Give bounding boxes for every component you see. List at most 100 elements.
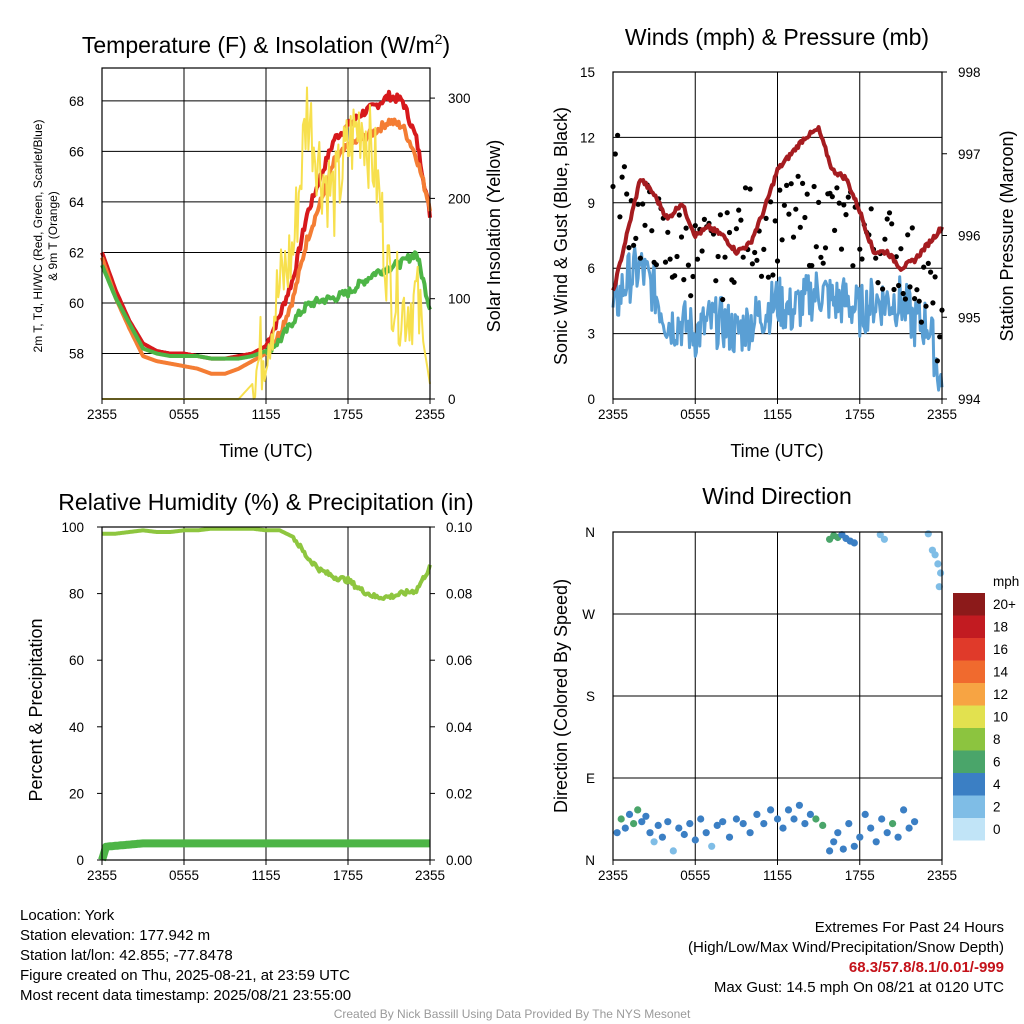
gust-point bbox=[754, 257, 760, 263]
direction-point bbox=[894, 833, 902, 841]
gust-point bbox=[930, 300, 936, 306]
gust-point bbox=[859, 256, 865, 262]
gust-point bbox=[713, 278, 719, 284]
direction-point bbox=[934, 560, 942, 568]
direction-point bbox=[876, 531, 884, 539]
y-axis-label: Sonic Wind & Gust (Blue, Black) bbox=[551, 107, 571, 365]
direction-point bbox=[664, 818, 672, 826]
gust-point bbox=[619, 174, 625, 180]
direction-point bbox=[872, 838, 880, 846]
gust-point bbox=[749, 261, 756, 267]
gust-point bbox=[875, 280, 881, 286]
gust-point bbox=[692, 223, 698, 229]
gust-point bbox=[900, 290, 906, 297]
y2-tick-label: 0.10 bbox=[446, 520, 472, 535]
direction-point bbox=[654, 821, 662, 830]
direction-point bbox=[760, 820, 768, 828]
gust-point bbox=[701, 216, 708, 222]
direction-point bbox=[669, 847, 677, 855]
direction-point bbox=[924, 530, 932, 538]
colorbar-swatch bbox=[953, 795, 985, 818]
gust-point bbox=[914, 287, 920, 293]
gust-point bbox=[740, 254, 746, 260]
gust-point bbox=[907, 284, 913, 290]
gust-point bbox=[934, 358, 941, 364]
y2-axis-label: Station Pressure (Maroon) bbox=[997, 130, 1017, 341]
precip-line bbox=[98, 839, 433, 862]
gust-point bbox=[640, 201, 646, 207]
direction-point bbox=[905, 824, 913, 832]
colorbar-label: 20+ bbox=[993, 597, 1016, 612]
gust-point bbox=[685, 262, 692, 268]
gust-point bbox=[653, 262, 660, 268]
series-line-0 bbox=[100, 89, 432, 361]
y-tick-label: N bbox=[585, 525, 595, 540]
gust-point bbox=[816, 199, 822, 205]
direction-point bbox=[713, 821, 721, 830]
y-tick-label: 15 bbox=[580, 65, 595, 80]
series-line-2 bbox=[100, 250, 432, 361]
colorbar-swatch bbox=[953, 660, 985, 683]
y2-tick-label: 0 bbox=[448, 392, 456, 407]
y-axis-label-line1: 2m T, Td, HI/WC (Red, Green, Scarlet/Blu… bbox=[31, 120, 45, 353]
y-axis-label: Percent & Precipitation bbox=[26, 618, 46, 801]
direction-point bbox=[642, 812, 650, 820]
extremes-subtitle: (High/Low/Max Wind/Precipitation/Snow De… bbox=[688, 939, 1004, 956]
direction-point bbox=[680, 830, 688, 839]
gust-point bbox=[925, 260, 931, 266]
gust-point bbox=[784, 182, 790, 188]
direction-point bbox=[646, 829, 654, 837]
direction-point bbox=[801, 820, 809, 828]
gust-point bbox=[676, 212, 682, 218]
pressure-line bbox=[611, 125, 944, 292]
gust-point bbox=[781, 202, 788, 208]
y-tick-label: 58 bbox=[69, 347, 84, 362]
x-tick-label: 1155 bbox=[251, 407, 280, 422]
y-tick-label: 80 bbox=[69, 587, 84, 602]
gust-point bbox=[843, 212, 849, 218]
y-tick-label: 100 bbox=[61, 520, 84, 535]
gust-point bbox=[909, 225, 915, 231]
y-tick-label: 60 bbox=[69, 653, 84, 668]
y-tick-label: 40 bbox=[69, 720, 84, 735]
y-tick-label: 66 bbox=[69, 144, 84, 159]
y2-tick-label: 0.02 bbox=[446, 786, 472, 801]
gust-point bbox=[777, 187, 783, 193]
gust-point bbox=[845, 194, 851, 200]
gust-point bbox=[841, 202, 847, 208]
direction-point bbox=[708, 842, 716, 850]
x-tick-label: 2355 bbox=[87, 868, 117, 883]
gust-point bbox=[688, 293, 694, 299]
x-tick-label: 1755 bbox=[333, 407, 363, 422]
direction-point bbox=[621, 824, 629, 832]
chart-title-humidity: Relative Humidity (%) & Precipitation (i… bbox=[58, 489, 473, 515]
gust-point bbox=[765, 274, 772, 280]
colorbar-label: 4 bbox=[993, 777, 1001, 792]
gust-point bbox=[774, 258, 781, 264]
gust-point bbox=[889, 221, 895, 227]
gust-point bbox=[797, 224, 803, 230]
gust-point bbox=[612, 151, 618, 157]
direction-point bbox=[812, 815, 820, 823]
gust-point bbox=[880, 286, 886, 292]
gust-point bbox=[802, 214, 808, 221]
colorbar-swatch bbox=[953, 705, 985, 728]
y2-tick-label: 0.04 bbox=[446, 720, 473, 735]
gust-point bbox=[665, 229, 671, 235]
colorbar-swatch bbox=[953, 683, 985, 706]
chart-title-temperature: Temperature (F) & Insolation (W/m2) bbox=[82, 31, 450, 58]
gust-point bbox=[649, 228, 655, 234]
direction-point bbox=[878, 815, 886, 823]
direction-point bbox=[658, 833, 667, 841]
gust-point bbox=[715, 253, 721, 260]
x-tick-label: 2355 bbox=[87, 407, 117, 422]
x-tick-label: 0555 bbox=[169, 868, 199, 883]
direction-point bbox=[784, 806, 793, 814]
gust-point bbox=[850, 263, 856, 269]
direction-point bbox=[911, 818, 919, 826]
gust-point bbox=[818, 254, 824, 260]
direction-point bbox=[850, 842, 858, 850]
y-tick-label: 68 bbox=[69, 94, 84, 109]
direction-point bbox=[889, 820, 897, 828]
y-tick-label: 64 bbox=[69, 195, 85, 210]
